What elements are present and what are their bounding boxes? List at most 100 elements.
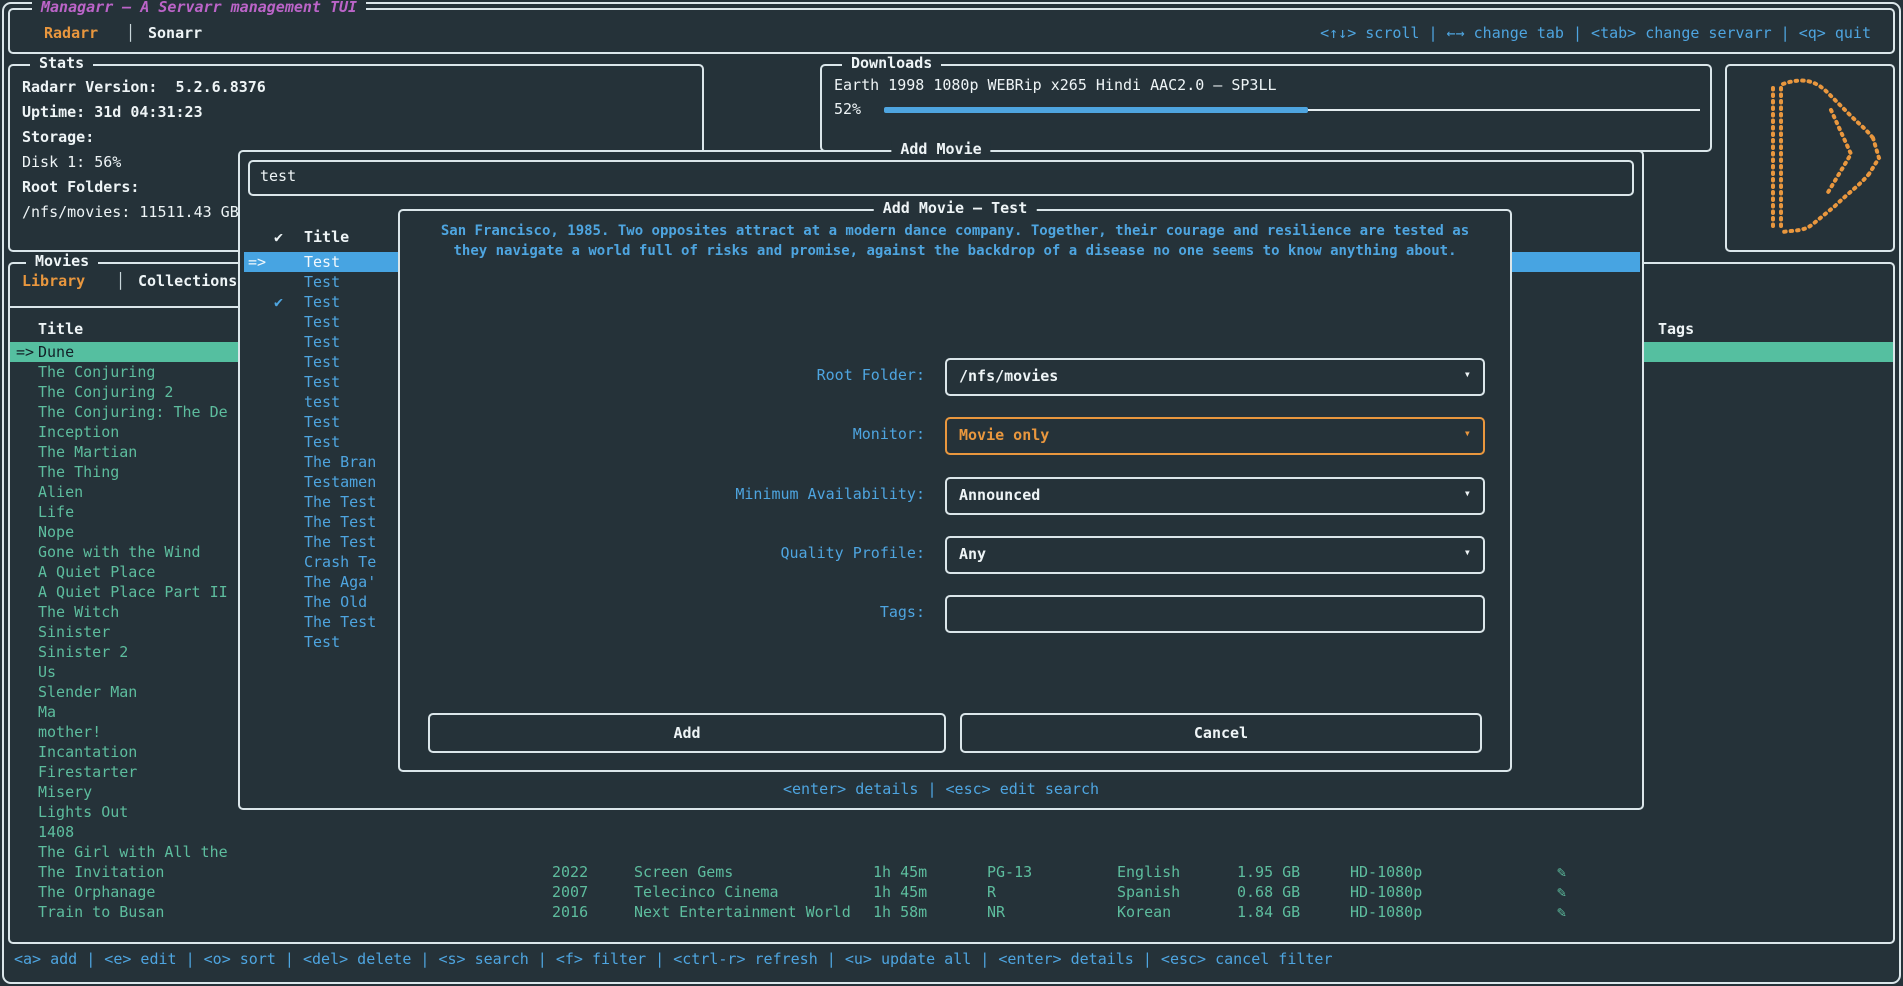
movie-runtime: 1h 45m xyxy=(873,863,928,881)
movie-title: Alien xyxy=(38,483,84,501)
movie-row[interactable]: Ma xyxy=(10,702,1893,722)
download-progress-track xyxy=(1308,109,1700,111)
movie-size: 0.68 GB xyxy=(1237,883,1301,901)
movie-runtime: 1h 58m xyxy=(873,903,928,921)
search-result-row[interactable]: Test xyxy=(244,372,1640,392)
movie-title: mother! xyxy=(38,723,102,741)
field-select[interactable]: Announced ▾ xyxy=(945,477,1485,515)
movie-row[interactable]: A Quiet Place xyxy=(10,562,1893,582)
movie-row[interactable]: Incantation xyxy=(10,742,1893,762)
stats-storage-label: Storage: xyxy=(22,128,95,146)
movie-size: 1.95 GB xyxy=(1237,863,1301,881)
movie-row[interactable]: The Conjuring 2 xyxy=(10,382,1893,402)
movie-search-input[interactable]: test xyxy=(248,160,1634,196)
search-result-row[interactable]: Test xyxy=(244,632,1640,652)
movie-row[interactable]: The Conjuring: The De xyxy=(10,402,1893,422)
movie-title: Sinister xyxy=(38,623,111,641)
movie-rating: NR xyxy=(987,903,1006,921)
movie-title: Train to Busan xyxy=(38,903,165,921)
movie-row[interactable]: mother! xyxy=(10,722,1893,742)
movie-row[interactable]: Inception xyxy=(10,422,1893,442)
movie-row[interactable]: Train to Busan 2016 Next Entertainment Wor… xyxy=(10,902,1893,922)
field-select[interactable]: Movie only ▾ xyxy=(945,417,1485,455)
movie-studio: Telecinco Cinema xyxy=(634,883,779,901)
movie-row[interactable]: The Thing xyxy=(10,462,1893,482)
search-result-row[interactable]: Crash Te xyxy=(244,552,1640,572)
result-title: The Bran xyxy=(304,453,377,471)
movie-row[interactable]: Alien xyxy=(10,482,1893,502)
result-title: Test xyxy=(304,373,341,391)
tab-radarr[interactable]: Radarr xyxy=(44,24,99,42)
search-result-row[interactable]: Test xyxy=(244,432,1640,452)
movie-title: A Quiet Place Part II xyxy=(38,583,228,601)
movie-row[interactable]: Misery xyxy=(10,782,1893,802)
movie-size: 1.84 GB xyxy=(1237,903,1301,921)
search-result-row[interactable]: test xyxy=(244,392,1640,412)
movie-row[interactable]: Firestarter xyxy=(10,762,1893,782)
search-result-row[interactable]: The Test xyxy=(244,512,1640,532)
movie-title: Life xyxy=(38,503,75,521)
result-title: test xyxy=(304,393,341,411)
search-result-row[interactable]: The Test xyxy=(244,612,1640,632)
movie-row[interactable]: The Witch xyxy=(10,602,1893,622)
search-result-row[interactable]: The Old xyxy=(244,592,1640,612)
movie-row[interactable]: Sinister xyxy=(10,622,1893,642)
download-progress-filled xyxy=(884,107,1308,113)
tab-library[interactable]: Library xyxy=(22,272,86,290)
movie-rating: PG-13 xyxy=(987,863,1033,881)
field-select[interactable]: Any ▾ xyxy=(945,536,1485,574)
search-result-row[interactable]: Test xyxy=(244,352,1640,372)
search-result-row[interactable]: ✔ Test xyxy=(244,292,1640,312)
result-title: Test xyxy=(304,333,341,351)
details-modal-title: Add Movie – Test xyxy=(873,199,1037,217)
tab-collections[interactable]: Collections xyxy=(138,272,238,290)
movie-rating: R xyxy=(987,883,997,901)
stats-title: Stats xyxy=(30,54,94,72)
search-result-row[interactable]: Test xyxy=(244,332,1640,352)
movie-row[interactable]: The Conjuring xyxy=(10,362,1893,382)
search-result-row[interactable]: The Aga' xyxy=(244,572,1640,592)
movie-row[interactable]: A Quiet Place Part II xyxy=(10,582,1893,602)
result-title: The Test xyxy=(304,493,377,511)
movie-language: English xyxy=(1117,863,1181,881)
field-select[interactable]: /nfs/movies ▾ xyxy=(945,358,1485,396)
radarr-ascii-logo-icon xyxy=(1771,78,1882,234)
movie-row[interactable]: The Martian xyxy=(10,442,1893,462)
search-result-row[interactable]: Test xyxy=(244,412,1640,432)
result-title: Test xyxy=(304,293,341,311)
search-result-row[interactable]: Testamen xyxy=(244,472,1640,492)
movie-title: A Quiet Place xyxy=(38,563,156,581)
movie-row[interactable]: Nope xyxy=(10,522,1893,542)
search-result-row[interactable]: Test xyxy=(244,312,1640,332)
search-result-row[interactable]: The Test xyxy=(244,492,1640,512)
field-input[interactable] xyxy=(945,595,1485,633)
movie-row[interactable]: Life xyxy=(10,502,1893,522)
field-value: Movie only xyxy=(959,426,1050,444)
movie-title: Gone with the Wind xyxy=(38,543,201,561)
result-title: The Test xyxy=(304,513,377,531)
movie-row[interactable]: The Girl with All the xyxy=(10,842,1893,862)
movie-year: 2007 xyxy=(552,883,589,901)
movies-title: Movies xyxy=(26,252,99,270)
search-result-row[interactable]: Test xyxy=(244,272,1640,292)
movie-row[interactable]: Sinister 2 xyxy=(10,642,1893,662)
cancel-button[interactable]: Cancel xyxy=(960,713,1482,753)
movie-row[interactable]: The Invitation 2022 Screen Gems 1h 45m PG-13… xyxy=(10,862,1893,882)
results-title-header: Title xyxy=(304,228,350,246)
movie-quality: HD-1080p xyxy=(1350,903,1423,921)
search-result-row[interactable]: The Bran xyxy=(244,452,1640,472)
movie-row[interactable]: Gone with the Wind xyxy=(10,542,1893,562)
movie-row[interactable]: Us xyxy=(10,662,1893,682)
movie-row[interactable]: Lights Out xyxy=(10,802,1893,822)
search-result-row[interactable]: The Test xyxy=(244,532,1640,552)
dropdown-arrow-icon: ▾ xyxy=(1463,486,1471,500)
add-button[interactable]: Add xyxy=(428,713,946,753)
movie-row[interactable]: Slender Man xyxy=(10,682,1893,702)
tab-sonarr[interactable]: Sonarr xyxy=(148,24,203,42)
movie-row[interactable]: 1408 xyxy=(10,822,1893,842)
movie-title: Incantation xyxy=(38,743,138,761)
overview-line: they navigate a world full of risks and … xyxy=(453,243,1457,259)
downloads-panel: Downloads Earth 1998 1080p WEBRip x265 H… xyxy=(820,54,1712,152)
movie-row[interactable]: The Orphanage 2007 Telecinco Cinema 1h 45m R… xyxy=(10,882,1893,902)
